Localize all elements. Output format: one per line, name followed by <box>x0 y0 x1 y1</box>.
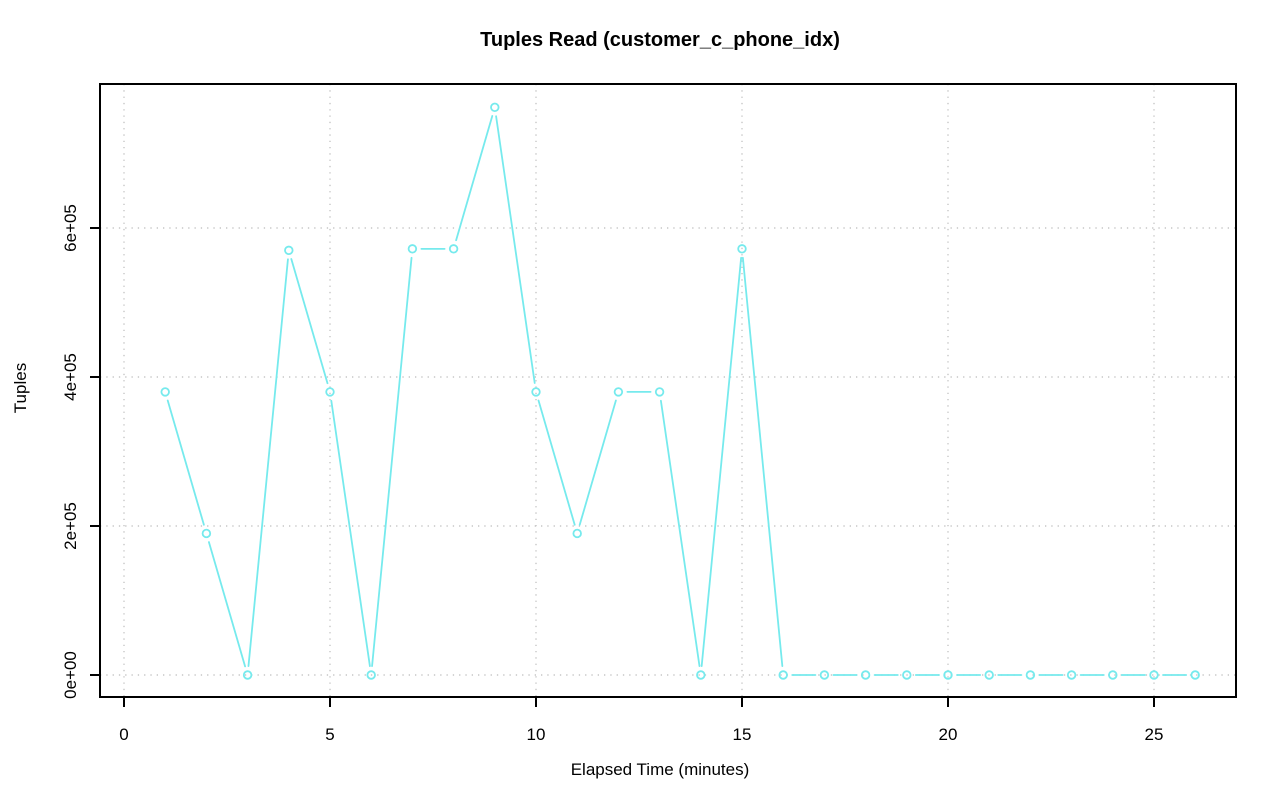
data-point-marker <box>860 670 871 680</box>
y-tick-label: 4e+05 <box>61 353 80 401</box>
data-point-marker <box>902 670 912 680</box>
data-point-marker <box>242 670 253 680</box>
series-line-segment <box>208 541 246 668</box>
data-point-marker <box>1149 670 1159 680</box>
data-point-marker <box>490 102 500 113</box>
series-line-segment <box>495 115 536 384</box>
series-line-segment <box>371 256 413 667</box>
data-point-marker <box>1190 670 1200 680</box>
data-point-marker <box>284 245 294 256</box>
data-point-marker <box>448 244 459 254</box>
data-point-marker <box>1025 670 1036 680</box>
data-point-marker <box>531 387 541 397</box>
plot-border-box <box>99 83 1237 698</box>
x-axis-label: Elapsed Time (minutes) <box>571 760 750 779</box>
data-point-marker <box>984 670 994 680</box>
data-point-marker <box>1108 670 1118 680</box>
x-tick-label: 0 <box>119 725 128 744</box>
axis-layer: 0 5 10 15 20 25 0e+00 2e+05 4e+05 6e+05 <box>61 204 1163 744</box>
data-point-marker <box>654 387 665 397</box>
series-line-segment <box>578 399 617 526</box>
series-line-segment <box>700 256 743 667</box>
data-point-marker <box>943 670 953 680</box>
data-point-marker <box>778 670 788 680</box>
data-point-marker <box>613 387 624 397</box>
y-tick-label: 6e+05 <box>61 204 80 252</box>
data-point-marker <box>366 670 376 680</box>
data-point-marker <box>696 670 706 680</box>
series-line-segment <box>455 115 494 242</box>
series-layer <box>160 102 1200 680</box>
series-line-segment <box>741 256 784 667</box>
data-point-marker <box>572 528 582 539</box>
x-tick-label: 15 <box>733 725 752 744</box>
y-tick-label: 2e+05 <box>61 502 80 550</box>
x-tick-label: 25 <box>1145 725 1164 744</box>
series-line-segment <box>330 399 371 667</box>
grid-layer <box>100 84 1236 697</box>
y-tick-label: 0e+00 <box>61 651 80 699</box>
series-line-segment <box>166 399 205 526</box>
x-tick-label: 10 <box>527 725 546 744</box>
data-point-marker <box>160 387 170 397</box>
y-axis-label: Tuples <box>11 363 30 413</box>
x-tick-label: 20 <box>939 725 958 744</box>
x-tick-label: 5 <box>325 725 334 744</box>
chart-title: Tuples Read (customer_c_phone_idx) <box>480 29 840 51</box>
data-point-marker <box>325 387 335 397</box>
data-point-marker <box>201 528 212 539</box>
series-line-segment <box>290 258 329 385</box>
series-line-segment <box>659 399 701 667</box>
series-line-segment <box>247 258 289 667</box>
data-point-marker <box>407 244 418 254</box>
series-line-segment <box>537 399 576 526</box>
data-point-marker <box>737 244 747 254</box>
data-point-marker <box>1066 670 1077 680</box>
data-point-marker <box>819 670 830 680</box>
